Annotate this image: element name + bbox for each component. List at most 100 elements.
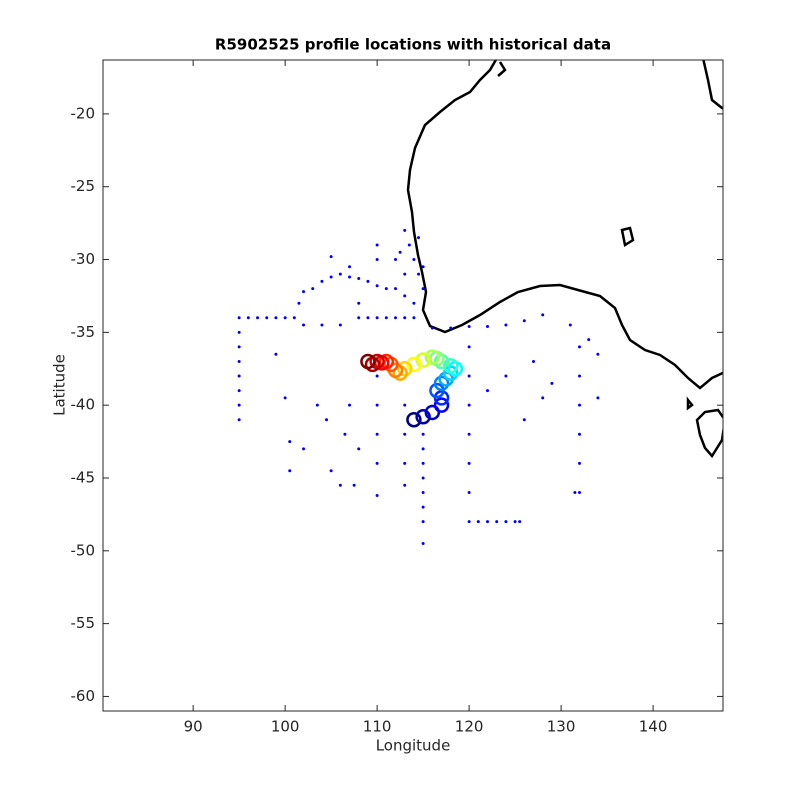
historical-point (357, 276, 361, 280)
historical-point (403, 432, 407, 436)
historical-point (384, 287, 388, 291)
historical-point (568, 323, 572, 327)
historical-point (412, 301, 416, 305)
historical-point (237, 389, 241, 393)
historical-point (338, 323, 342, 327)
historical-point (375, 493, 379, 497)
historical-point (403, 483, 407, 487)
historical-point (329, 469, 333, 473)
historical-point (348, 403, 352, 407)
y-tick-label: -35 (71, 323, 96, 341)
historical-point (421, 520, 425, 524)
historical-point (375, 403, 379, 407)
historical-point (522, 418, 526, 422)
historical-point (237, 359, 241, 363)
historical-point (504, 520, 508, 524)
historical-point (577, 345, 581, 349)
chart-title: R5902525 profile locations with historic… (215, 36, 611, 54)
y-tick-label: -55 (71, 614, 96, 632)
historical-point (495, 520, 499, 524)
historical-point (421, 491, 425, 495)
profile-location (415, 352, 431, 368)
y-tick-label: -20 (71, 104, 96, 122)
historical-point (237, 403, 241, 407)
historical-point (421, 542, 425, 546)
historical-point (274, 316, 278, 320)
historical-point (467, 432, 471, 436)
historical-point (375, 243, 379, 247)
profile-location (433, 397, 450, 413)
y-tick-label: -25 (71, 177, 96, 195)
historical-point (421, 265, 425, 269)
historical-point (302, 323, 306, 327)
historical-point (357, 316, 361, 320)
historical-point (577, 491, 581, 495)
x-tick-label: 140 (639, 718, 668, 736)
historical-point (407, 243, 411, 247)
historical-point (375, 316, 379, 320)
historical-point (375, 374, 379, 378)
historical-point (550, 381, 554, 385)
historical-point (467, 345, 471, 349)
historical-point (375, 258, 379, 262)
historical-point (421, 476, 425, 480)
historical-point (513, 520, 517, 524)
profile-location (442, 365, 459, 381)
historical-point (375, 461, 379, 465)
y-tick-label: -40 (71, 396, 96, 414)
profile-location (424, 404, 441, 421)
historical-point (237, 418, 241, 422)
historical-point (338, 272, 342, 276)
historical-point (246, 316, 250, 320)
historical-point (237, 374, 241, 378)
profile-location (406, 356, 422, 373)
historical-point (532, 359, 536, 363)
historical-point (274, 352, 278, 356)
historical-point (417, 272, 421, 276)
historical-point (329, 255, 333, 259)
historical-point (467, 461, 471, 465)
historical-point (256, 316, 260, 320)
historical-point (518, 520, 522, 524)
y-tick-label: -45 (71, 468, 96, 486)
historical-point (288, 440, 292, 444)
historical-point (357, 301, 361, 305)
historical-point (398, 250, 402, 254)
historical-point (394, 258, 398, 262)
plot-frame (102, 59, 724, 712)
historical-point (504, 374, 508, 378)
historical-point (417, 236, 421, 240)
y-tick-label: -30 (71, 250, 96, 268)
x-tick-label: 110 (363, 718, 392, 736)
historical-point (403, 461, 407, 465)
historical-point (421, 287, 425, 291)
historical-point (573, 491, 577, 495)
historical-point (357, 447, 361, 451)
historical-point (288, 469, 292, 473)
historical-point (329, 275, 333, 279)
historical-point (403, 272, 407, 276)
profile-location (360, 353, 376, 370)
historical-point (394, 316, 398, 320)
historical-point (297, 301, 301, 305)
historical-point (348, 265, 352, 269)
historical-point (596, 396, 600, 400)
historical-point (352, 483, 356, 487)
historical-point (412, 316, 416, 320)
historical-point (421, 432, 425, 436)
historical-point (292, 316, 296, 320)
historical-point (486, 389, 490, 393)
profile-location (442, 358, 459, 374)
x-axis-label: Longitude (376, 737, 451, 755)
historical-point (311, 287, 315, 291)
historical-point (541, 396, 545, 400)
historical-point (302, 290, 306, 294)
historical-point (467, 403, 471, 407)
historical-point (375, 284, 379, 288)
historical-point (237, 330, 241, 334)
historical-point (366, 279, 370, 283)
historical-point (403, 316, 407, 320)
historical-point (237, 316, 241, 320)
